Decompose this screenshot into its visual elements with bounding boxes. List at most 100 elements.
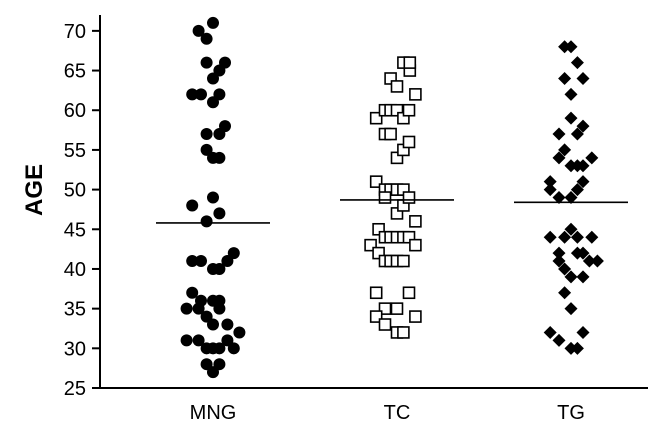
data-point	[585, 230, 599, 244]
data-point	[570, 230, 584, 244]
data-point	[213, 302, 226, 315]
data-point	[195, 255, 207, 268]
series-tg	[543, 40, 604, 355]
data-point	[390, 302, 404, 315]
x-axis: MNG TC TG	[100, 387, 648, 423]
data-point	[576, 159, 590, 173]
data-point	[576, 119, 590, 133]
data-point	[213, 88, 226, 101]
data-point	[402, 135, 416, 149]
data-point	[372, 222, 385, 236]
data-point	[403, 56, 417, 69]
data-point	[552, 254, 566, 268]
data-point	[364, 238, 377, 252]
y-tick-label: 65	[64, 61, 86, 83]
data-point	[207, 16, 219, 29]
data-point	[207, 191, 219, 204]
data-point	[552, 333, 566, 347]
data-point	[186, 255, 199, 268]
x-category-label: MNG	[190, 402, 237, 423]
data-point	[390, 103, 404, 117]
data-point	[564, 270, 578, 284]
data-point	[402, 103, 416, 117]
data-point	[570, 341, 584, 355]
y-tick-label: 70	[64, 21, 86, 43]
data-point	[552, 151, 566, 165]
data-point	[384, 127, 397, 141]
data-point	[207, 318, 219, 331]
data-point	[570, 127, 584, 141]
y-tick-label: 60	[64, 100, 86, 122]
series-tc	[364, 56, 422, 339]
data-point	[564, 87, 578, 101]
data-point	[558, 262, 572, 276]
data-point	[213, 342, 226, 355]
data-point	[180, 302, 193, 315]
data-point	[372, 246, 385, 260]
data-point	[192, 24, 205, 37]
data-point	[558, 286, 572, 300]
data-point	[192, 302, 205, 315]
data-point	[369, 286, 383, 300]
data-point	[378, 318, 392, 331]
data-point	[221, 318, 234, 331]
data-point	[213, 358, 226, 371]
data-point	[543, 325, 557, 339]
series-mng	[180, 16, 246, 379]
y-tick-label: 35	[64, 299, 86, 321]
data-point	[576, 325, 590, 339]
data-point	[192, 334, 205, 347]
data-point	[180, 334, 193, 347]
data-point	[227, 247, 240, 260]
data-point	[233, 326, 246, 339]
data-point	[409, 88, 422, 101]
data-point	[590, 254, 604, 268]
data-point	[552, 127, 566, 141]
data-point	[213, 262, 226, 275]
y-tick-label: 50	[64, 180, 86, 202]
data-point	[409, 238, 422, 252]
data-point	[558, 143, 572, 157]
data-point	[558, 71, 572, 85]
data-point	[564, 40, 578, 54]
y-tick-label: 30	[64, 338, 86, 360]
data-point	[200, 128, 213, 141]
data-point	[558, 230, 572, 244]
data-point	[390, 80, 404, 93]
y-axis: 25 30 35 40 45 50 55 60 65 70	[64, 15, 101, 400]
data-point	[564, 302, 578, 316]
y-axis-title: AGE	[21, 164, 48, 216]
data-point	[369, 310, 383, 323]
data-point	[582, 254, 596, 268]
data-point	[397, 326, 410, 339]
data-point	[227, 342, 240, 355]
data-point	[378, 191, 392, 204]
data-point	[200, 56, 213, 69]
data-point	[552, 246, 566, 260]
data-point	[570, 246, 584, 260]
data-point	[219, 120, 231, 133]
data-point	[543, 183, 557, 197]
data-point	[369, 175, 383, 188]
data-point	[576, 175, 590, 189]
data-point	[409, 215, 422, 228]
data-point	[186, 88, 199, 101]
data-point	[543, 230, 557, 244]
data-point	[369, 111, 383, 125]
data-point	[200, 215, 213, 228]
data-point	[409, 310, 422, 323]
data-point	[390, 151, 404, 165]
y-tick-label: 45	[64, 219, 86, 241]
data-point	[384, 72, 397, 85]
data-point	[576, 71, 590, 85]
data-point	[576, 270, 590, 284]
data-point	[213, 151, 226, 164]
data-point	[213, 64, 226, 77]
x-category-label: TG	[557, 402, 585, 423]
data-point	[564, 191, 578, 205]
data-point	[570, 56, 584, 70]
y-tick-label: 40	[64, 259, 86, 281]
y-tick-label: 55	[64, 140, 86, 162]
data-points	[180, 16, 604, 379]
